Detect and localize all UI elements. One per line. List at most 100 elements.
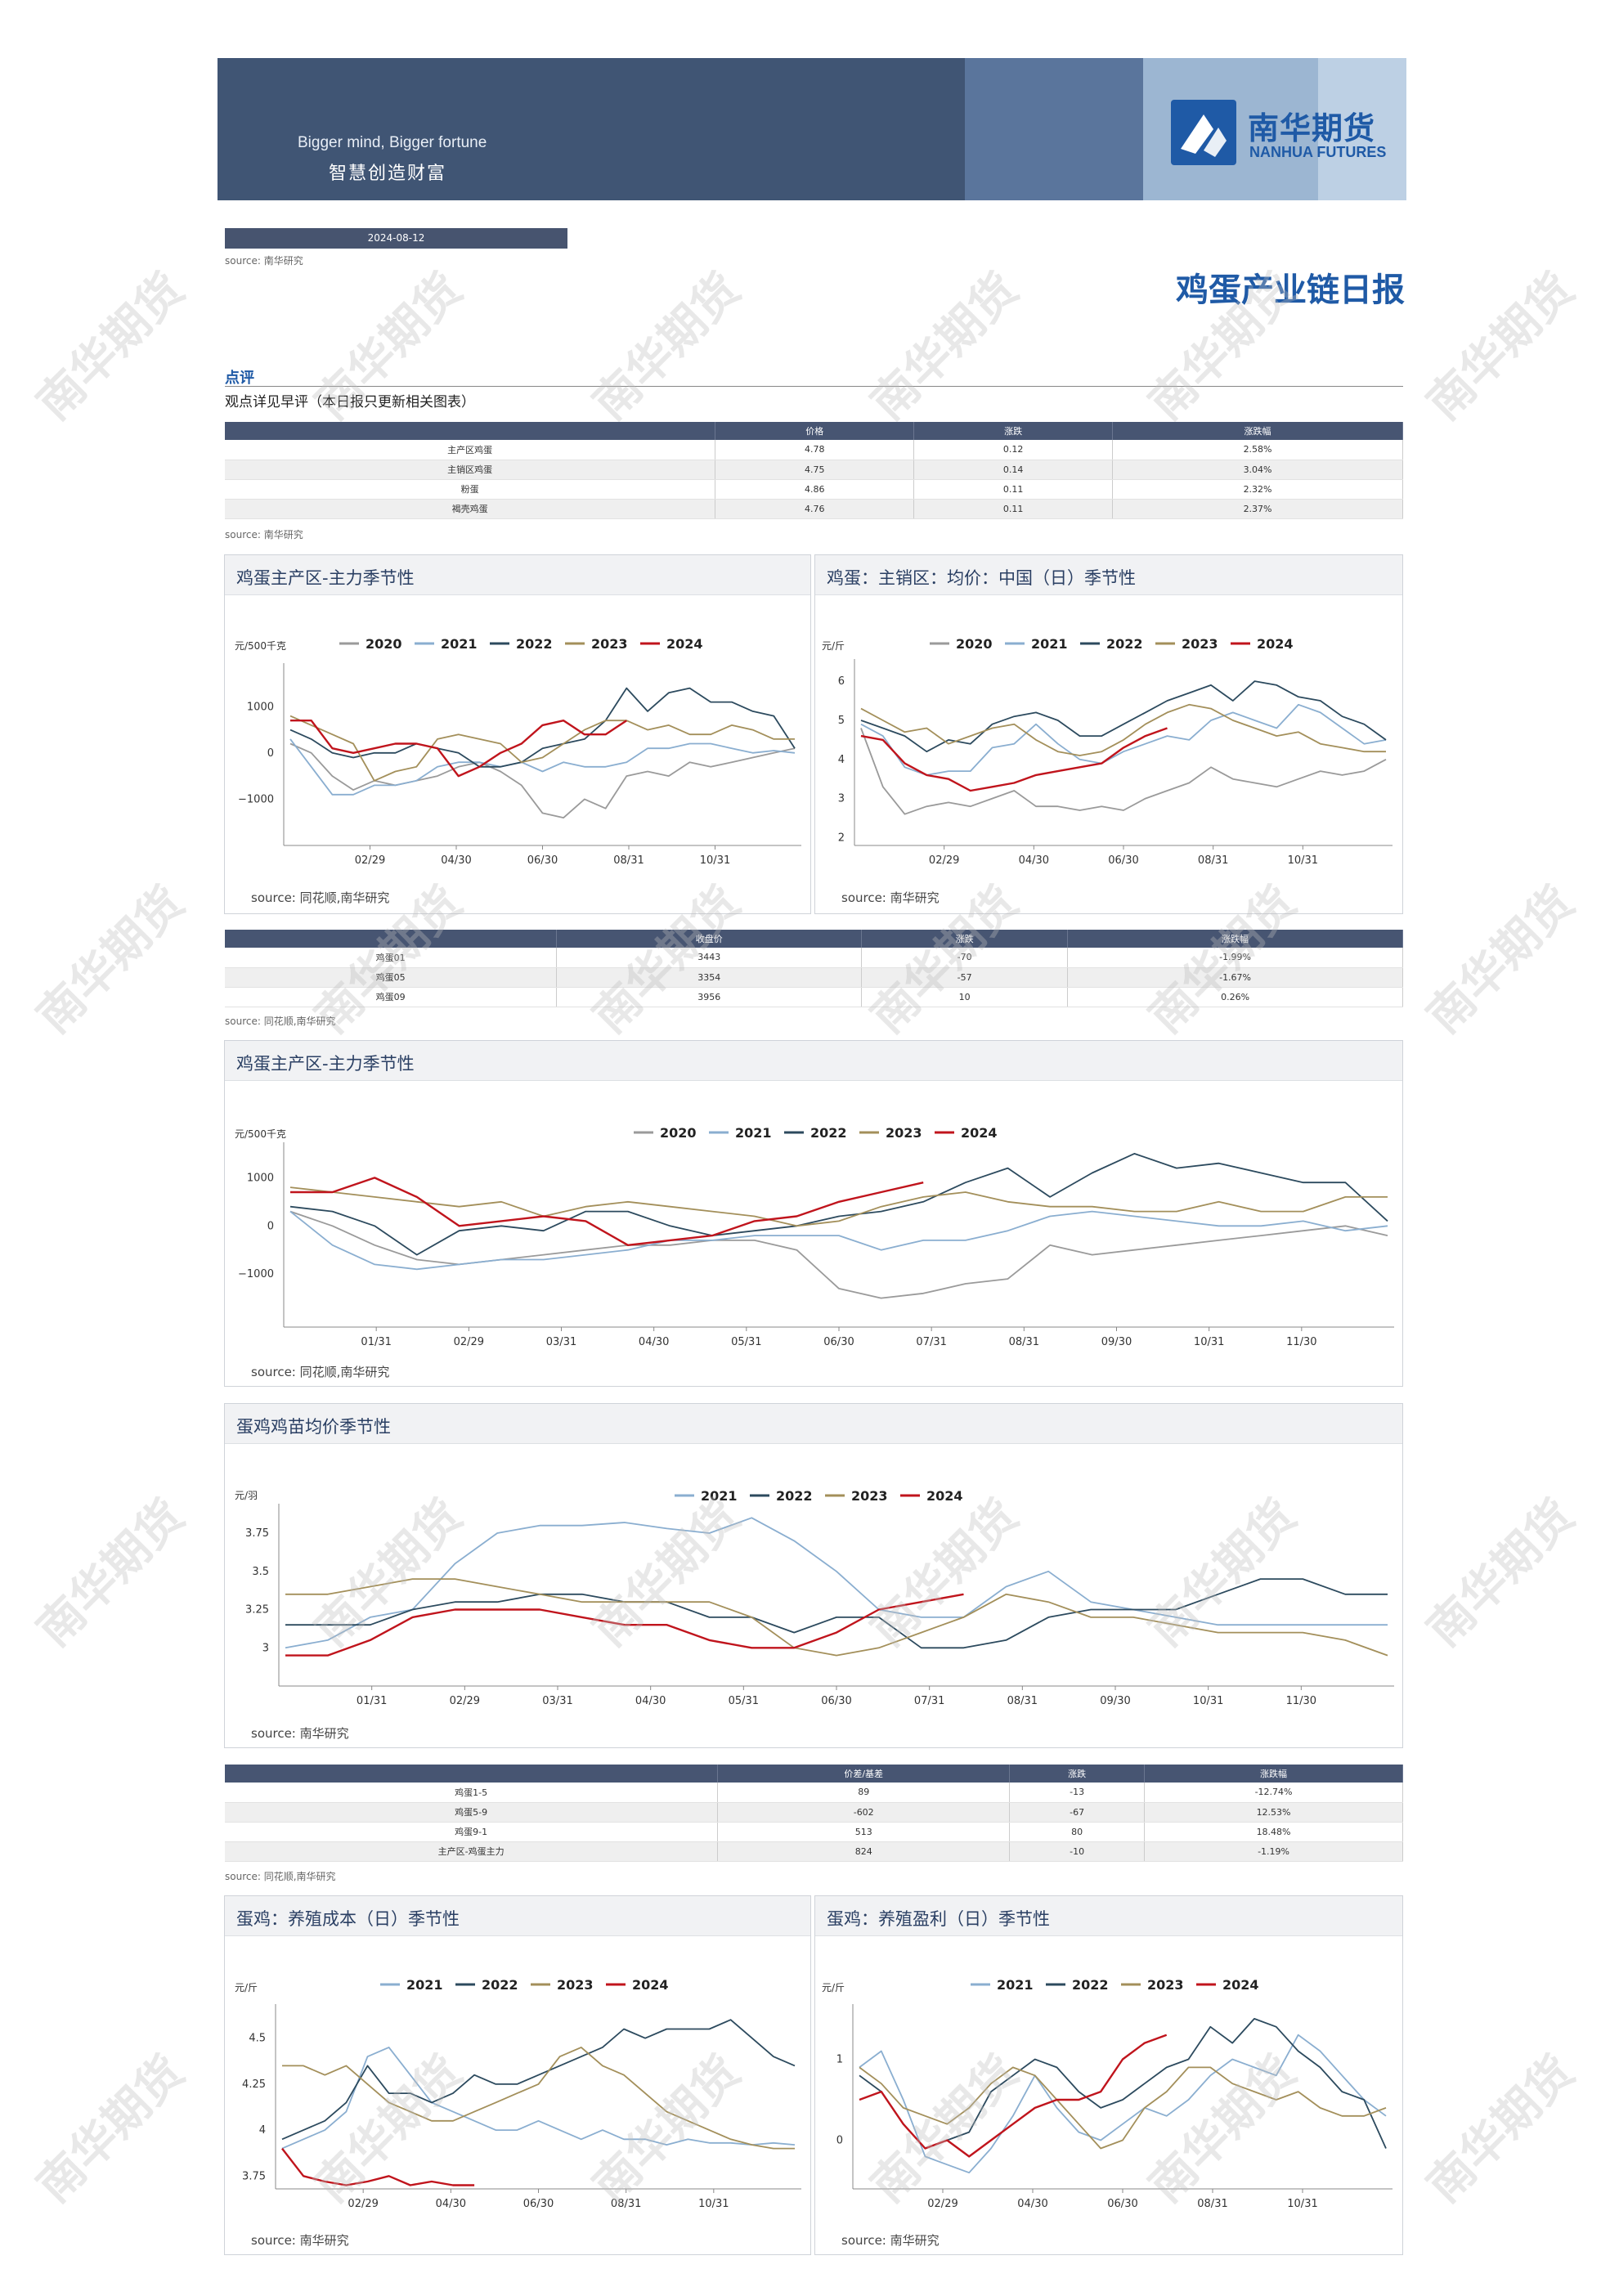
x-tick-label: 10/31 [700, 854, 730, 867]
chart-c1: 元/500千克 1000 0 −1000 02/29 04/30 06/30 08/31 10/… [235, 636, 801, 867]
legend-label: 2023 [1147, 1977, 1184, 1993]
chart-title: 鸡蛋主产区-主力季节性 [236, 568, 415, 588]
table-cell: 12.53% [1144, 1802, 1403, 1823]
table-cell: 0.12 [913, 440, 1114, 460]
x-tick-label: 08/31 [1197, 2198, 1227, 2210]
y-tick-label: −1000 [238, 1268, 274, 1280]
watermark-text: 南华期货 [861, 262, 1029, 431]
col-header [225, 422, 716, 440]
col-header: 涨跌 [1009, 1765, 1146, 1783]
watermark-text: 南华期货 [1417, 2045, 1585, 2213]
series-line-2020 [860, 728, 1387, 815]
table-row: 主销区鸡蛋 4.75 0.14 3.04% [225, 460, 1403, 480]
nanhua-logo-icon [1171, 100, 1236, 165]
panel-header [225, 1404, 1402, 1444]
x-tick-label: 11/30 [1286, 1695, 1316, 1707]
table-cell: 3354 [556, 967, 863, 988]
table-cell: 2.58% [1112, 440, 1403, 460]
series-line-2024 [281, 2147, 475, 2186]
x-tick-label: 08/31 [613, 854, 644, 867]
x-tick-label: 03/31 [542, 1695, 572, 1707]
y-tick-label: 3.75 [245, 1527, 269, 1540]
x-tick-label: 04/30 [1019, 854, 1049, 867]
x-tick-label: 08/31 [1198, 854, 1228, 867]
x-tick-label: 09/30 [1101, 1336, 1132, 1348]
col-header: 价格 [715, 422, 915, 440]
col-header: 涨跌幅 [1067, 930, 1403, 948]
slogan-english: Bigger mind, Bigger fortune [298, 134, 487, 151]
table-cell: -13 [1009, 1783, 1146, 1803]
legend-label: 2022 [810, 1125, 847, 1141]
table-cell: 80 [1009, 1822, 1146, 1842]
x-tick-label: 04/30 [441, 854, 471, 867]
table-cell: 513 [717, 1822, 1011, 1842]
series-line-2024 [290, 1177, 924, 1247]
watermark-text: 南华期货 [27, 1489, 195, 1657]
x-tick-label: 08/31 [1007, 1695, 1038, 1707]
table-row: 鸡蛋05 3354 -57 -1.67% [225, 967, 1403, 988]
legend-label: 2023 [1182, 636, 1218, 652]
x-tick-label: 04/30 [1017, 2198, 1047, 2210]
table-cell: 褐壳鸡蛋 [225, 499, 716, 519]
table-cell: -57 [861, 967, 1069, 988]
x-tick-label: 10/31 [1288, 854, 1318, 867]
table-cell: 3.04% [1112, 460, 1403, 480]
series-line-2023 [285, 1578, 1388, 1657]
x-tick-label: 08/31 [1009, 1336, 1039, 1348]
price-table: 价格 涨跌 涨跌幅 主产区鸡蛋 4.78 0.12 2.58% 主销区鸡蛋 4.75 0.… [225, 422, 1403, 519]
y-axis-label: 元/斤 [822, 640, 845, 652]
legend-label: 2024 [961, 1125, 998, 1141]
series-line-2021 [860, 703, 1387, 776]
legend-label: 2020 [956, 636, 993, 652]
chart-c6: 元/斤 1 0 02/29 04/30 06/30 08/31 10/31 2021 2022 20… [822, 1977, 1393, 2210]
y-axis-label: 元/斤 [235, 1982, 258, 1993]
panel-header [225, 1896, 810, 1936]
x-tick-label: 07/31 [914, 1695, 944, 1707]
y-axis-label: 元/羽 [235, 1490, 258, 1501]
table-cell: 10 [861, 987, 1069, 1007]
y-tick-label: 6 [838, 675, 845, 688]
x-tick-label: 06/30 [823, 1336, 854, 1348]
legend-label: 2024 [632, 1977, 669, 1993]
legend-label: 2022 [776, 1488, 813, 1504]
table-cell: 4.76 [715, 499, 915, 519]
series-line-2022 [281, 2019, 796, 2141]
chart-panel-c4: 蛋鸡鸡苗均价季节性 元/羽 3.75 3.5 3.25 3 01/31 02/29 03/31… [224, 1403, 1403, 1748]
x-tick-label: 05/31 [731, 1336, 761, 1348]
x-tick-label: 06/30 [523, 2198, 554, 2210]
x-tick-label: 10/31 [1193, 1695, 1223, 1707]
logo-wordmark-cn: 南华期货 [1248, 110, 1376, 146]
legend-label: 2021 [441, 636, 478, 652]
x-tick-label: 01/31 [361, 1336, 391, 1348]
x-tick-label: 06/30 [821, 1695, 851, 1707]
table-cell: 粉蛋 [225, 479, 716, 500]
y-tick-label: 0 [267, 747, 274, 760]
series-line-2021 [285, 1517, 1388, 1649]
table-cell: 鸡蛋9-1 [225, 1822, 719, 1842]
chart-c4: 元/羽 3.75 3.5 3.25 3 01/31 02/29 03/31 04/30 05/31… [235, 1488, 1394, 1707]
table-cell: -602 [717, 1802, 1011, 1823]
legend-label: 2021 [1031, 636, 1068, 652]
x-tick-label: 06/30 [527, 854, 558, 867]
legend-label: 2023 [591, 636, 628, 652]
table-cell: -1.19% [1144, 1841, 1403, 1862]
chart-source: source: 南华研究 [841, 890, 940, 905]
comment-text: 观点详见早评（本日报只更新相关图表） [225, 394, 475, 410]
col-header: 涨跌幅 [1112, 422, 1403, 440]
legend-label: 2021 [997, 1977, 1034, 1993]
legend-label: 2023 [886, 1125, 922, 1141]
chart-title: 鸡蛋：主销区：均价：中国（日）季节性 [827, 568, 1136, 588]
series-line-2021 [859, 2034, 1387, 2174]
table-cell: 3956 [556, 987, 863, 1007]
legend-label: 2024 [926, 1488, 963, 1504]
panel-header [815, 1896, 1402, 1936]
x-tick-label: 06/30 [1108, 854, 1138, 867]
table-cell: -1.67% [1067, 967, 1403, 988]
chart-source: source: 南华研究 [251, 2233, 349, 2248]
series-line-2024 [859, 2034, 1168, 2158]
x-tick-label: 02/29 [454, 1336, 484, 1348]
header-banner-lightest [1318, 58, 1406, 200]
table-cell: 鸡蛋5-9 [225, 1802, 719, 1823]
series-line-2023 [289, 1186, 1388, 1227]
table2-source: source: 同花顺,南华研究 [225, 1016, 336, 1027]
